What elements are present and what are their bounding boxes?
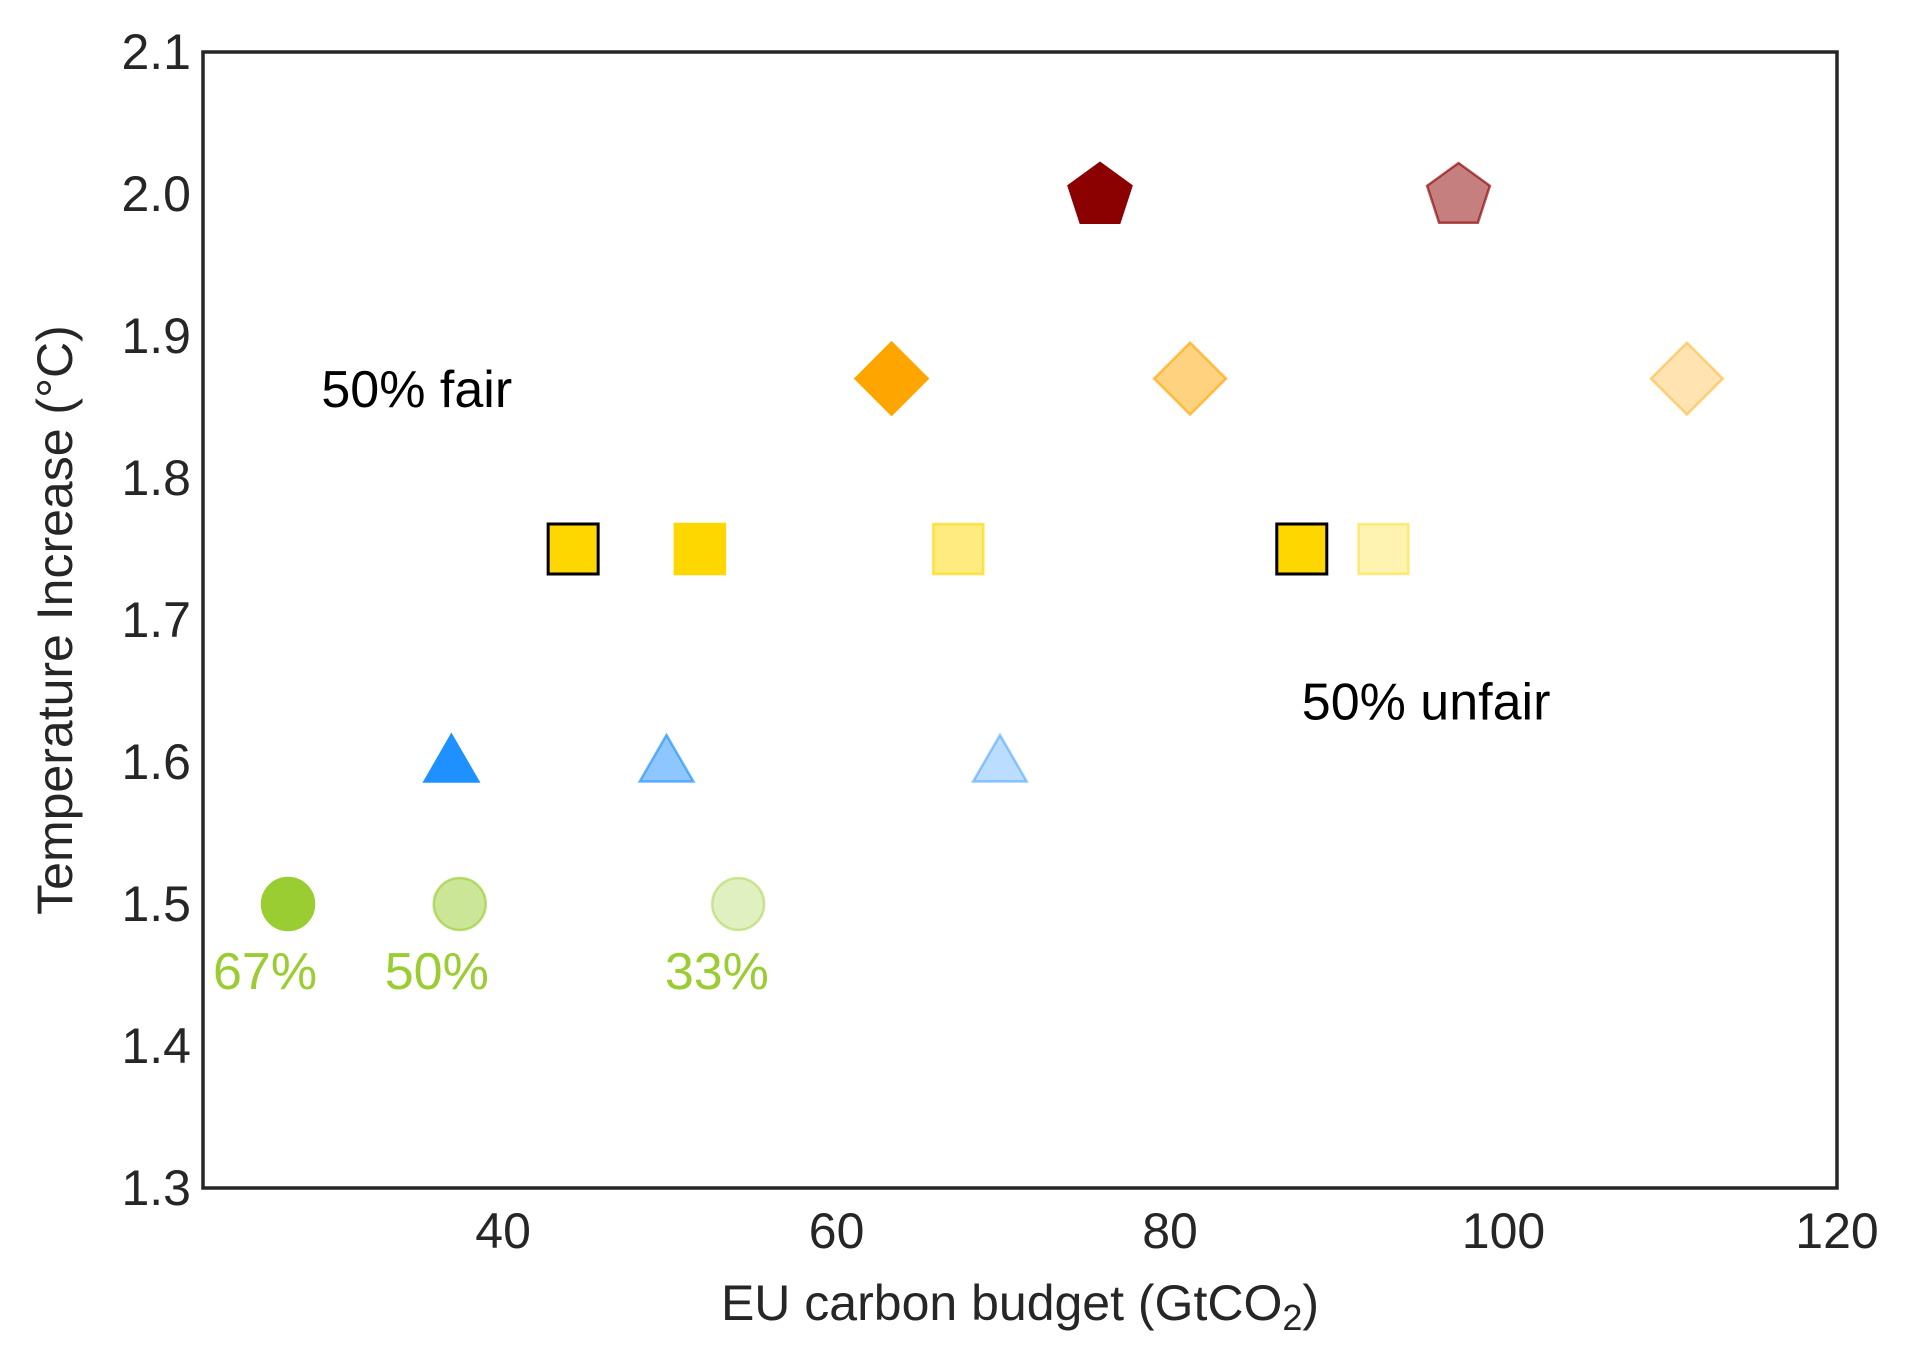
y-axis-label: Temperature Increase (°C) (27, 325, 83, 915)
y-tick-label: 2.0 (121, 166, 191, 222)
y-tick-label: 1.6 (121, 734, 191, 790)
annotation-label: 50% (385, 943, 489, 1001)
diamond-marker (1152, 340, 1228, 417)
x-tick-label: 80 (1142, 1203, 1198, 1259)
diamond-marker (853, 340, 930, 417)
x-tick-label: 60 (809, 1203, 865, 1259)
y-tick-label: 1.9 (121, 308, 191, 364)
y-tick-label: 1.7 (121, 592, 191, 648)
plot-frame (201, 50, 1839, 1190)
annotation-label: 67% (213, 943, 317, 1001)
circle-marker (432, 876, 488, 932)
annotation-label: 50% unfair (1302, 673, 1551, 731)
annotations: 50% fair 50% unfair 67% 50% 33% (213, 361, 1550, 1001)
x-tick-label: 40 (475, 1203, 531, 1259)
pentagon-marker (1067, 161, 1133, 224)
diamond-marker (1649, 340, 1725, 417)
x-tick-label: 120 (1795, 1203, 1878, 1259)
y-axis-ticks: 1.3 1.4 1.5 1.6 1.7 1.8 1.9 2.0 2.1 (121, 24, 191, 1216)
annotation-label: 50% fair (321, 361, 512, 419)
pentagon-marker (1425, 161, 1492, 224)
y-tick-label: 2.1 (121, 24, 191, 80)
y-tick-label: 1.4 (121, 1018, 191, 1074)
x-axis-label: EU carbon budget (GtCO2) (721, 1275, 1319, 1338)
data-markers (260, 161, 1725, 932)
triangle-marker (970, 732, 1029, 783)
square-marker (673, 522, 727, 576)
square-marker (546, 522, 600, 576)
triangle-marker (637, 732, 696, 783)
circle-marker (710, 876, 766, 932)
triangle-marker (422, 732, 481, 783)
circle-marker (260, 876, 316, 932)
square-marker (1275, 522, 1329, 576)
y-tick-label: 1.5 (121, 876, 191, 932)
square-marker (932, 522, 985, 576)
y-tick-label: 1.8 (121, 450, 191, 506)
annotation-label: 33% (665, 943, 769, 1001)
x-axis-ticks: 40 60 80 100 120 (475, 1203, 1878, 1259)
y-tick-label: 1.3 (121, 1160, 191, 1216)
x-tick-label: 100 (1462, 1203, 1545, 1259)
square-marker (1357, 522, 1410, 576)
